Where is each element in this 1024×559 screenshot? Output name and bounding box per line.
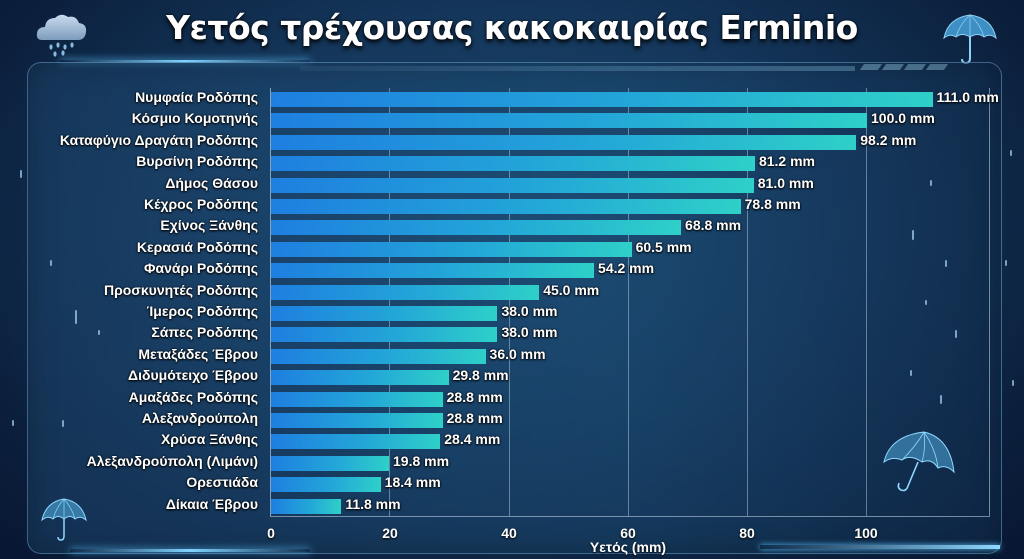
bar-value-label: 19.8 mm	[393, 452, 450, 469]
bar	[271, 92, 933, 107]
bar-value-label: 38.0 mm	[501, 303, 558, 319]
category-label: Νυμφαία Ροδόπης	[135, 89, 258, 105]
bar-value-label: 38.0 mm	[501, 324, 558, 341]
category-label: Χρύσα Ξάνθης	[160, 431, 258, 448]
bar	[271, 241, 632, 257]
category-label: Αλεξανδρούπολη (Λιμάνι)	[86, 452, 258, 469]
bar	[271, 327, 498, 343]
x-tick: 100	[854, 525, 878, 541]
bar	[271, 498, 342, 514]
category-label: Σάπες Ροδόπης	[151, 324, 258, 341]
gridline-20	[389, 88, 390, 516]
gridline-80	[747, 88, 748, 516]
bar	[271, 348, 486, 364]
bar	[271, 477, 381, 493]
x-tick: 60	[620, 525, 636, 541]
bar-value-label: 60.5 mm	[635, 238, 692, 255]
bar	[271, 177, 754, 193]
panel-glow-bottom-right	[760, 545, 1000, 549]
bar	[271, 306, 498, 321]
category-label: Φανάρι Ροδόπης	[143, 260, 258, 277]
bar-value-label: 78.8 mm	[744, 196, 801, 212]
category-label: Εχίνος Ξάνθης	[160, 217, 258, 234]
rain-cloud-icon	[36, 14, 87, 57]
bar-value-label: 68.8 mm	[685, 217, 742, 234]
category-label: Δήμος Θάσου	[165, 174, 258, 191]
bar-value-label: 18.4 mm	[384, 474, 441, 491]
bar-value-label: 28.8 mm	[446, 388, 503, 405]
category-label: Κόσμιο Κομοτηνής	[131, 110, 258, 127]
x-tick: 40	[501, 525, 517, 541]
x-tick: 0	[267, 525, 275, 541]
bar-value-label: 100.0 mm	[871, 110, 935, 127]
gridline-40	[509, 88, 510, 516]
category-label: Αμαξάδες Ροδόπης	[128, 388, 258, 405]
category-label: Μεταξάδες Έβρου	[138, 345, 258, 362]
plot-area: 111.0 mm 100.0 mm 98.2 mm 81.2 mm 81.0 mm 78.…	[270, 88, 999, 517]
bar-value-label: 45.0 mm	[543, 281, 600, 298]
category-label: Αλεξανδρούπολη	[141, 410, 258, 426]
bar-value-label: 54.2 mm	[598, 260, 655, 277]
bar	[271, 370, 449, 386]
x-tick: 20	[382, 525, 398, 541]
bar	[271, 413, 443, 428]
bar-value-label: 36.0 mm	[489, 345, 546, 362]
bar-value-label: 81.0 mm	[757, 174, 814, 191]
bar	[271, 199, 741, 214]
bar	[271, 220, 682, 236]
category-label: Δίκαια Έβρου	[165, 495, 258, 512]
x-axis-label: Υετός (mm)	[589, 539, 667, 555]
umbrella-icon	[883, 431, 955, 492]
bar	[271, 391, 443, 407]
bar	[271, 263, 595, 279]
gridline-60	[628, 88, 629, 516]
umbrella-icon	[943, 14, 997, 65]
category-label: Ορεστιάδα	[186, 474, 258, 491]
bar-value-label: 28.4 mm	[444, 431, 501, 448]
category-label: Καταφύγιο Δραγάτη Ροδόπης	[59, 131, 258, 148]
bar-value-label: 11.8 mm	[345, 495, 401, 512]
bar-value-label: 81.2 mm	[758, 153, 815, 170]
category-label: Βυρσίνη Ροδόπης	[136, 153, 258, 170]
bar-value-label: 29.8 mm	[452, 367, 509, 384]
bar	[271, 156, 755, 172]
category-label: Κερασιά Ροδόπης	[136, 238, 258, 255]
umbrella-icon	[41, 498, 87, 541]
bar-value-label: 111.0 mm	[936, 89, 999, 105]
bar-value-label: 98.2 mm	[860, 131, 917, 148]
category-label: Προσκυνητές Ροδόπης	[103, 281, 258, 298]
x-tick: 80	[739, 525, 755, 541]
panel-glow-bottom	[70, 549, 310, 552]
category-label: Διδυμότειχο Έβρου	[128, 367, 258, 384]
bar	[271, 434, 441, 450]
category-label: Κέχρος Ροδόπης	[144, 196, 258, 212]
y-axis-line	[270, 88, 271, 516]
bar	[271, 113, 867, 129]
category-label: Ίμερος Ροδόπης	[146, 303, 258, 319]
panel-glow-top	[60, 60, 310, 63]
bar-value-label: 28.8 mm	[446, 410, 503, 426]
gridline-100	[866, 88, 867, 516]
bar	[271, 455, 389, 471]
bar	[271, 284, 540, 300]
bar	[271, 134, 857, 150]
chart-title: Υετός τρέχουσας κακοκαιρίας Erminio	[166, 8, 858, 47]
